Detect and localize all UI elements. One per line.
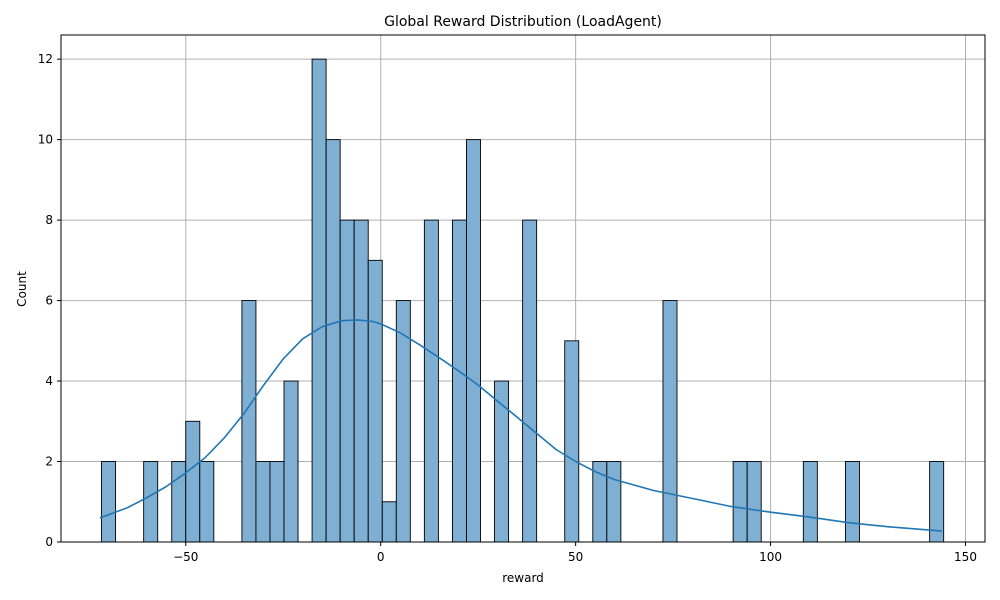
histogram-bar (325, 139, 341, 543)
y-tick-label: 6 (45, 294, 53, 308)
y-tick-label: 12 (38, 52, 53, 66)
histogram-bar (143, 461, 159, 543)
histogram-bar (255, 461, 271, 543)
histogram-bar (395, 300, 411, 543)
bar-layer (101, 58, 945, 543)
histogram-bar (802, 461, 818, 543)
x-tick-label: 150 (954, 550, 977, 564)
x-tick-label: −50 (173, 550, 198, 564)
histogram-bar (241, 300, 257, 543)
x-axis: −50 0 50 100 150 (173, 542, 977, 564)
histogram-bar (311, 58, 327, 543)
histogram-bar (367, 259, 383, 543)
plot-area-frame (60, 34, 986, 543)
y-tick-label: 4 (45, 374, 53, 388)
histogram-bar (662, 300, 678, 543)
histogram-bar (283, 380, 299, 543)
histogram-bar (522, 219, 538, 543)
histogram-bar (451, 219, 467, 543)
histogram-bar (353, 219, 369, 543)
y-tick-label: 2 (45, 455, 53, 469)
histogram-bar (732, 461, 748, 543)
x-tick-label: 0 (377, 550, 385, 564)
x-tick-label: 50 (568, 550, 583, 564)
histogram-bar (844, 461, 860, 543)
x-axis-label: reward (502, 571, 544, 585)
y-tick-label: 10 (38, 133, 53, 147)
histogram-bar (199, 461, 215, 543)
y-axis: 0 2 4 6 8 10 12 (38, 52, 61, 549)
x-tick-label: 100 (759, 550, 782, 564)
histogram-bar (101, 461, 117, 543)
histogram-bar (564, 340, 580, 543)
histogram-bar (381, 501, 397, 543)
histogram-bar (339, 219, 355, 543)
kde-curve (99, 319, 943, 532)
kde-layer (99, 319, 943, 532)
histogram-bar (466, 139, 481, 543)
histogram-bar (746, 461, 762, 543)
histogram-bar (185, 420, 201, 543)
histogram-bar (423, 219, 439, 543)
histogram-bar (606, 461, 622, 543)
y-axis-label: Count (15, 271, 29, 307)
y-tick-label: 8 (45, 213, 53, 227)
y-tick-label: 0 (45, 535, 53, 549)
histogram-bar (269, 461, 285, 543)
chart-title: Global Reward Distribution (LoadAgent) (384, 14, 662, 30)
